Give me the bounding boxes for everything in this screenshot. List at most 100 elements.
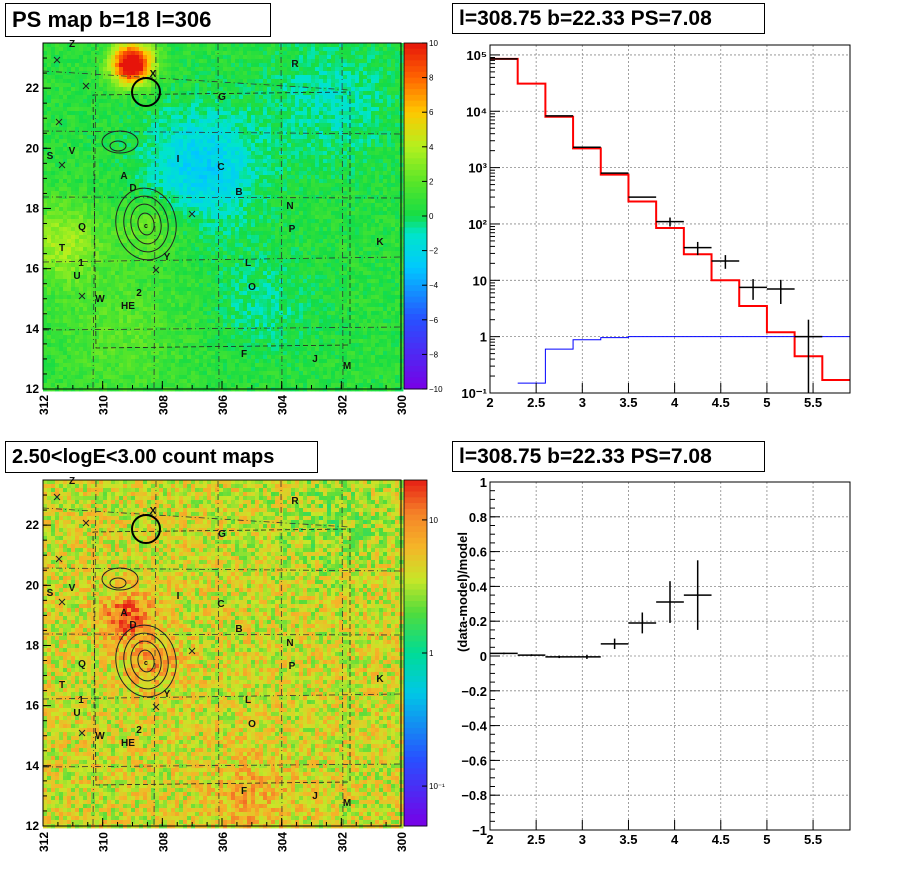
y-tick-label: 14	[26, 322, 40, 336]
map-label-D: D	[129, 183, 136, 194]
grid-line	[280, 480, 283, 826]
x-tick-label: 5.5	[804, 395, 822, 410]
colorbar-label: −8	[429, 350, 439, 359]
colorbar-swatch	[404, 710, 427, 717]
y-tick-label: −0.8	[461, 788, 487, 803]
y-tick-label: 1	[480, 330, 487, 345]
grid-line	[42, 567, 401, 572]
map-label-S: S	[47, 151, 54, 162]
map-label-K: K	[376, 237, 384, 248]
colorbar-swatch	[404, 221, 427, 229]
colorbar-swatch	[404, 273, 427, 280]
x-tick-label: 306	[216, 395, 230, 415]
colorbar-swatch	[404, 693, 427, 700]
colorbar-swatch	[404, 325, 427, 332]
grid-line	[341, 480, 344, 826]
x-tick-label: 3.5	[619, 395, 637, 410]
colorbar-swatch	[404, 699, 427, 706]
map-label-L: L	[245, 695, 251, 706]
colorbar-swatch	[404, 89, 427, 96]
map-label-T: T	[59, 243, 65, 254]
y-tick-label: 10²	[468, 217, 487, 232]
colorbar-swatch	[404, 141, 427, 148]
colorbar-swatch	[404, 54, 427, 61]
map-label-O: O	[248, 282, 256, 293]
colorbar-swatch	[404, 647, 427, 654]
x-tick-label: 4	[671, 395, 679, 410]
y-tick-label: 0.6	[469, 545, 487, 560]
map-label-N: N	[286, 201, 293, 212]
contour	[123, 195, 169, 253]
map-label-R: R	[291, 496, 299, 507]
colorbar-swatch	[404, 612, 427, 619]
map-label-A: A	[120, 171, 127, 182]
colorbar-swatch	[404, 112, 427, 119]
colorbar-swatch	[404, 503, 427, 510]
colorbar-swatch	[404, 520, 427, 527]
colorbar-swatch	[404, 365, 427, 373]
count-map-overlay: Z R X G S V I C AD B N Q P K T 1 Y L U O W 2HE F J Mc	[42, 476, 402, 826]
map-label-2: 2	[136, 725, 142, 736]
map-label-c: c	[144, 223, 148, 230]
x-tick-label: 5.5	[804, 832, 822, 847]
x-tick-label: 308	[156, 395, 170, 415]
y-tick-label: 0.8	[469, 510, 487, 525]
map-label-C: C	[217, 599, 224, 610]
colorbar-swatch	[404, 123, 427, 130]
y-tick-label: 1	[480, 475, 487, 490]
x-tick-label: 5	[763, 832, 770, 847]
colorbar-swatch	[404, 676, 427, 683]
y-tick-label: 16	[26, 262, 40, 276]
grid-line	[341, 43, 344, 389]
colorbar-swatch	[404, 331, 427, 338]
y-tick-label: 16	[26, 699, 40, 713]
colorbar-label: 10	[429, 39, 438, 48]
x-marker	[53, 56, 61, 64]
x-tick-label: 310	[97, 395, 111, 415]
colorbar-swatch	[404, 83, 427, 90]
colorbar-swatch	[404, 285, 427, 292]
contour	[101, 130, 139, 154]
y-tick-label: −1	[472, 823, 487, 838]
contour	[109, 577, 127, 589]
colorbar-swatch	[404, 514, 427, 521]
y-tick-label: 22	[26, 518, 40, 532]
colorbar-swatch	[404, 77, 427, 84]
colorbar-swatch	[404, 187, 427, 194]
y-tick-label: 0.4	[469, 579, 488, 594]
y-tick-label: 18	[26, 201, 40, 215]
region-outline	[92, 91, 351, 349]
colorbar-swatch	[404, 797, 427, 804]
colorbar-swatch	[404, 583, 427, 591]
colorbar-swatch	[404, 239, 427, 246]
spectrum-panel: 2 2.5 3 3.5 4 4.5 5 5.5 10⁻¹ 1 10 10² 10³ 10⁴ 10⁵	[461, 44, 851, 410]
colorbar-swatch	[404, 146, 427, 154]
x-tick-label: 310	[97, 832, 111, 852]
colorbar-swatch	[404, 526, 427, 533]
y-tick-label: 10	[473, 273, 487, 288]
plot-frame	[489, 44, 851, 394]
colorbar-swatch	[404, 595, 427, 602]
x-tick-label: 312	[37, 395, 51, 415]
colorbar-swatch	[404, 635, 427, 642]
colorbar-swatch	[404, 181, 427, 188]
contour	[130, 203, 162, 245]
map-label-I: I	[177, 591, 180, 602]
map-label-1: 1	[78, 258, 84, 269]
colorbar-swatch	[404, 354, 427, 361]
x-tick-label: 308	[156, 832, 170, 852]
grid-line	[280, 43, 283, 389]
x-tick-label: 300	[395, 395, 409, 415]
map-label-M: M	[343, 361, 351, 372]
map-label-V: V	[69, 583, 76, 594]
colorbar-swatch	[404, 192, 427, 200]
map-label-X: X	[150, 69, 157, 80]
y-tick-label: 22	[26, 81, 40, 95]
colorbar-label: 2	[429, 177, 434, 186]
x-tick-label: 4.5	[712, 832, 730, 847]
x-tick-label: 306	[216, 832, 230, 852]
map-label-P: P	[289, 224, 296, 235]
y-tick-label: 10⁴	[466, 104, 487, 119]
map-label-Q: Q	[78, 659, 86, 670]
